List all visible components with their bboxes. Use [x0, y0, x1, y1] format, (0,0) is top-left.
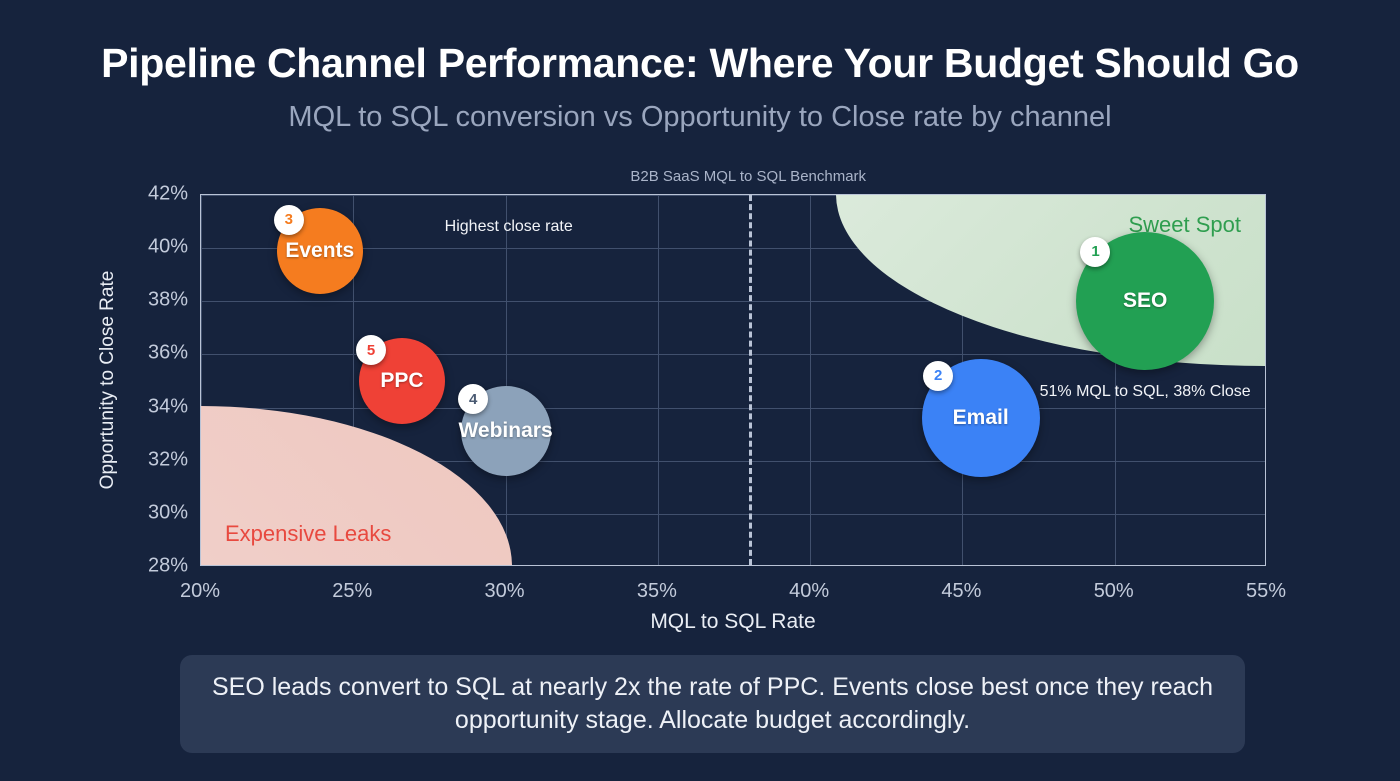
y-axis-tick-label: 36%	[147, 341, 188, 364]
y-axis-tick-label: 34%	[147, 395, 188, 418]
benchmark-line-label: B2B SaaS MQL to SQL Benchmark	[630, 168, 867, 185]
y-axis-tick-label: 42%	[147, 182, 188, 205]
bubble-label: SEO	[1122, 289, 1168, 313]
x-axis-tick-label: 55%	[1245, 580, 1287, 602]
y-axis-title: Opportunity to Close Rate	[97, 270, 118, 490]
rank-badge-webinars: 4	[458, 384, 489, 415]
benchmark-reference-line	[749, 195, 753, 565]
gridline-vertical	[657, 195, 659, 565]
x-axis-tick-label: 30%	[484, 580, 525, 602]
y-axis-tick-label: 38%	[147, 288, 188, 311]
gridline-horizontal	[201, 195, 1265, 196]
annotation-events-note: Highest close rate	[444, 217, 573, 235]
page-title: Pipeline Channel Performance: Where Your…	[101, 40, 1299, 86]
zone-label-expensive-leaks: Expensive Leaks	[225, 521, 392, 546]
y-axis-tick-label: 32%	[147, 448, 188, 471]
gridline-horizontal	[201, 460, 1265, 462]
gridline-vertical	[353, 195, 355, 565]
rank-badge-events: 3	[273, 204, 304, 235]
y-axis-tick-label: 40%	[147, 235, 188, 258]
annotation-seo-note: 51% MQL to SQL, 38% Close	[1039, 382, 1251, 400]
y-axis-tick-label: 28%	[147, 554, 188, 577]
gridline-horizontal	[201, 407, 1265, 409]
rank-badge-email: 2	[923, 360, 954, 391]
bubble-label: PPC	[380, 369, 424, 392]
x-axis-tick-label: 25%	[332, 580, 373, 602]
bubble-label: Webinars	[458, 419, 553, 443]
x-axis-tick-label: 40%	[789, 580, 830, 602]
rank-badge-ppc: 5	[356, 335, 387, 366]
gridline-horizontal	[201, 248, 1265, 250]
gridline-horizontal	[201, 301, 1265, 303]
gridline-horizontal	[201, 513, 1265, 515]
x-axis-title: MQL to SQL Rate	[650, 610, 816, 633]
insight-text: SEO leads convert to SQL at nearly 2x th…	[212, 673, 1213, 734]
gridline-vertical	[201, 195, 202, 565]
gridline-vertical	[1114, 195, 1116, 565]
x-axis-tick-label: 35%	[636, 580, 677, 602]
y-axis-tick-label: 30%	[147, 501, 188, 524]
gridline-vertical	[810, 195, 812, 565]
rank-badge-seo: 1	[1080, 236, 1111, 267]
plot-area: Sweet Spot Expensive Leaks Highest close…	[200, 194, 1266, 566]
gridline-vertical	[505, 195, 507, 565]
bubble-label: Email	[952, 406, 1009, 430]
insight-callout: SEO leads convert to SQL at nearly 2x th…	[180, 655, 1245, 753]
x-axis-tick-label: 45%	[941, 580, 982, 602]
x-axis-tick-label: 20%	[179, 580, 221, 602]
page-subtitle: MQL to SQL conversion vs Opportunity to …	[288, 101, 1112, 133]
gridline-horizontal	[201, 354, 1265, 356]
bubble-label: Events	[285, 238, 355, 262]
x-axis-tick-label: 50%	[1093, 580, 1134, 602]
